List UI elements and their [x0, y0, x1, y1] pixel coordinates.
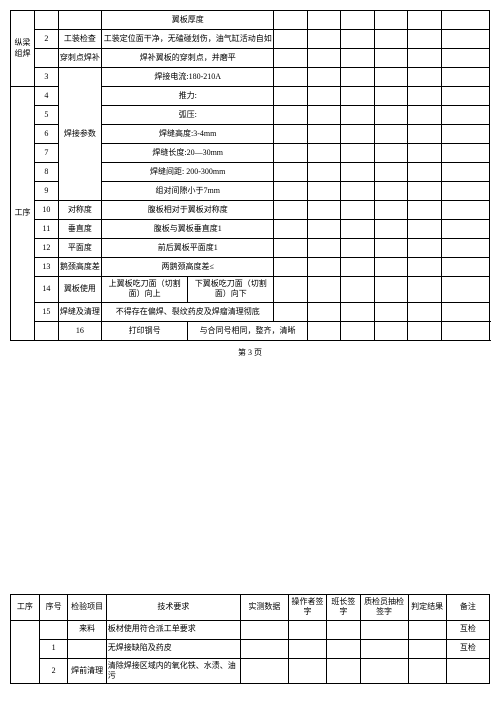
- h-operator: 操作者签字: [288, 594, 326, 620]
- item: 与合同号相同，整齐，清晰: [188, 321, 308, 340]
- idx: 2: [39, 658, 68, 684]
- item: 工装定位面干净，无磕碰划伤，油气缸活动自如: [101, 30, 273, 49]
- cat: 来料: [68, 620, 106, 639]
- idx: 11: [34, 220, 58, 239]
- page-number: 第 3 页: [10, 341, 490, 364]
- idx: 1: [39, 639, 68, 658]
- item: 上翼板吃刀面（切割面）向上: [101, 277, 187, 303]
- cat: 平面度: [58, 239, 101, 258]
- req: 下翼板吃刀面（切割面）向下: [188, 277, 274, 303]
- item: 焊补翼板的穿刺点，并磨平: [101, 49, 273, 68]
- idx: [34, 11, 58, 30]
- idx: 3: [34, 68, 58, 87]
- h-process: 工序: [11, 594, 40, 620]
- idx: 14: [34, 277, 58, 303]
- cat: 焊前清理: [68, 658, 106, 684]
- idx: 5: [34, 106, 58, 125]
- idx: [39, 620, 68, 639]
- cat: 焊接参数: [58, 68, 101, 201]
- idx: 10: [34, 201, 58, 220]
- note: 互检: [446, 620, 489, 639]
- cat: 焊缝及清理: [58, 302, 101, 321]
- note: 互检: [446, 639, 489, 658]
- h-note: 备注: [446, 594, 489, 620]
- idx: 7: [34, 144, 58, 163]
- item: 组对间隙小于7mm: [101, 182, 273, 201]
- idx: 15: [34, 302, 58, 321]
- inspection-table-2: 工序 序号 检验项目 技术要求 实测数据 操作者签字 班长签字 质检员抽检签字 …: [10, 594, 490, 685]
- item: 推力:: [101, 87, 273, 106]
- item: 板材使用符合派工单要求: [106, 620, 240, 639]
- cat: [68, 639, 106, 658]
- cat: 垂直度: [58, 220, 101, 239]
- note: [446, 658, 489, 684]
- idx: 16: [58, 321, 101, 340]
- item: 焊缝长度:20—30mm: [101, 144, 273, 163]
- item: 弧压:: [101, 106, 273, 125]
- idx: 9: [34, 182, 58, 201]
- step-cell: 工序: [11, 87, 35, 341]
- cat: 工装检查: [58, 30, 101, 49]
- h-req: 技术要求: [106, 594, 240, 620]
- h-measured: 实测数据: [240, 594, 288, 620]
- item: 腹板与翼板垂直度1: [101, 220, 273, 239]
- item: 翼板厚度: [101, 11, 273, 30]
- item: 前后翼板平面度1: [101, 239, 273, 258]
- item: 焊缝高度:3-4mm: [101, 125, 273, 144]
- cat: [58, 11, 101, 30]
- cat: 鹅颈高度差: [58, 258, 101, 277]
- idx: 8: [34, 163, 58, 182]
- item: 腹板相对于翼板对称度: [101, 201, 273, 220]
- item: 清除焊接区域内的氧化铁、水渍、油污: [106, 658, 240, 684]
- cat: 打印钢号: [101, 321, 187, 340]
- process-cell: 纵梁组焊: [11, 11, 35, 87]
- item: 焊接电流:180-210A: [101, 68, 273, 87]
- idx: 4: [34, 87, 58, 106]
- idx: 6: [34, 125, 58, 144]
- item: 两鹅颈高度差≤: [101, 258, 273, 277]
- h-result: 判定结果: [408, 594, 446, 620]
- h-item: 检验项目: [68, 594, 106, 620]
- h-seq: 序号: [39, 594, 68, 620]
- idx: [34, 49, 58, 68]
- inspection-table-1: 纵梁组焊 翼板厚度 2 工装检查 工装定位面干净，无磕碰划伤，油气缸活动自如 穿…: [10, 10, 490, 341]
- h-qc: 质检员抽检签字: [360, 594, 408, 620]
- idx: 13: [34, 258, 58, 277]
- item: 焊缝间距: 200-300mm: [101, 163, 273, 182]
- item: 无焊接缺陷及药皮: [106, 639, 240, 658]
- idx: 12: [34, 239, 58, 258]
- h-foreman: 班长签字: [327, 594, 361, 620]
- item: 不得存在偏焊、裂纹药皮及焊瘤清理彻底: [101, 302, 273, 321]
- cat: 对称度: [58, 201, 101, 220]
- cat: 穿刺点焊补: [58, 49, 101, 68]
- cat: 翼板使用: [58, 277, 101, 303]
- idx: 2: [34, 30, 58, 49]
